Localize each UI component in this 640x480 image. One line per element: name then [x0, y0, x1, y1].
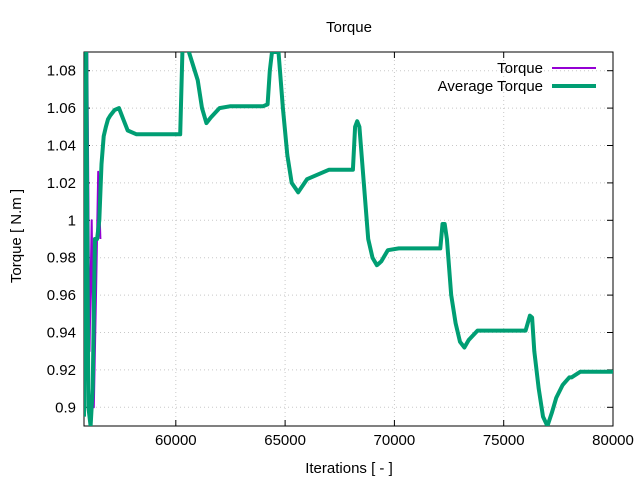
- x-tick-label-4: 80000: [592, 432, 634, 449]
- x-axis-label: Iterations [ - ]: [305, 460, 393, 477]
- ticks: 60000 65000 70000 75000 80000 0.9 0.92 0.94 0.96…: [47, 52, 634, 449]
- y-tick-label-0: 0.9: [55, 399, 76, 416]
- y-axis-label: Torque [ N.m ]: [8, 189, 25, 283]
- y-tick-label-1: 0.92: [47, 362, 76, 379]
- x-tick-label-1: 65000: [264, 432, 306, 449]
- y-tick-label-6: 1.02: [47, 175, 76, 192]
- x-tick-label-3: 75000: [483, 432, 525, 449]
- legend-label-1: Average Torque: [438, 78, 543, 95]
- y-tick-label-2: 0.94: [47, 325, 76, 342]
- series-line-average-torque: [84, 52, 613, 426]
- series-layer: [84, 52, 613, 426]
- y-tick-label-4: 0.98: [47, 250, 76, 267]
- x-tick-label-2: 70000: [374, 432, 416, 449]
- chart-title: Torque: [326, 19, 372, 36]
- legend-label-0: Torque: [497, 60, 543, 77]
- x-tick-label-0: 60000: [155, 432, 197, 449]
- y-tick-label-3: 0.96: [47, 287, 76, 304]
- y-tick-label-7: 1.04: [47, 138, 76, 155]
- y-tick-label-8: 1.06: [47, 100, 76, 117]
- y-tick-label-5: 1: [68, 212, 76, 229]
- grid: [84, 52, 614, 426]
- y-tick-label-9: 1.08: [47, 63, 76, 80]
